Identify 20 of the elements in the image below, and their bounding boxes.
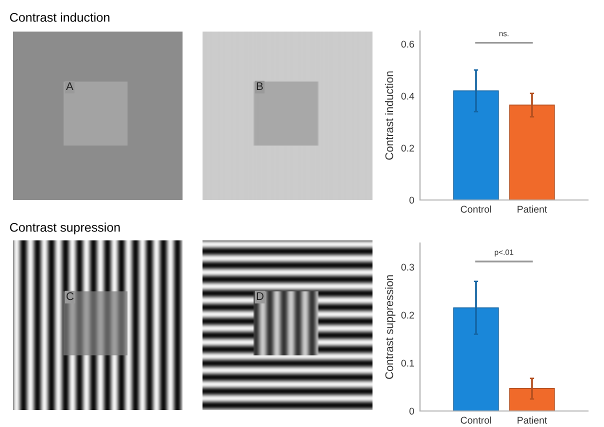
x-tick-label: Patient xyxy=(518,206,548,213)
x-tick-label: Control xyxy=(460,416,492,424)
y-axis-title: Contrast induction xyxy=(385,71,394,160)
y-tick-label: 0.4 xyxy=(401,92,414,100)
y-tick-label: 0.2 xyxy=(401,144,414,152)
y-tick-label: 0.2 xyxy=(401,312,414,319)
text: D xyxy=(256,292,264,300)
y-axis-title: Contrast suppression xyxy=(385,275,396,379)
text: B xyxy=(256,82,263,90)
y-tick-label: 0 xyxy=(409,408,414,415)
text: C xyxy=(66,292,74,300)
x-tick-label: Patient xyxy=(518,416,548,424)
y-tick-label: 0.6 xyxy=(401,40,414,48)
x-tick-label: Control xyxy=(460,206,492,213)
y-tick-label: 0 xyxy=(409,196,414,204)
y-tick-label: 0.3 xyxy=(401,264,414,271)
y-tick-label: 0.1 xyxy=(401,360,414,367)
text: Contrast induction xyxy=(10,12,110,22)
text: Contrast supression xyxy=(10,222,120,234)
text: A xyxy=(66,82,74,90)
